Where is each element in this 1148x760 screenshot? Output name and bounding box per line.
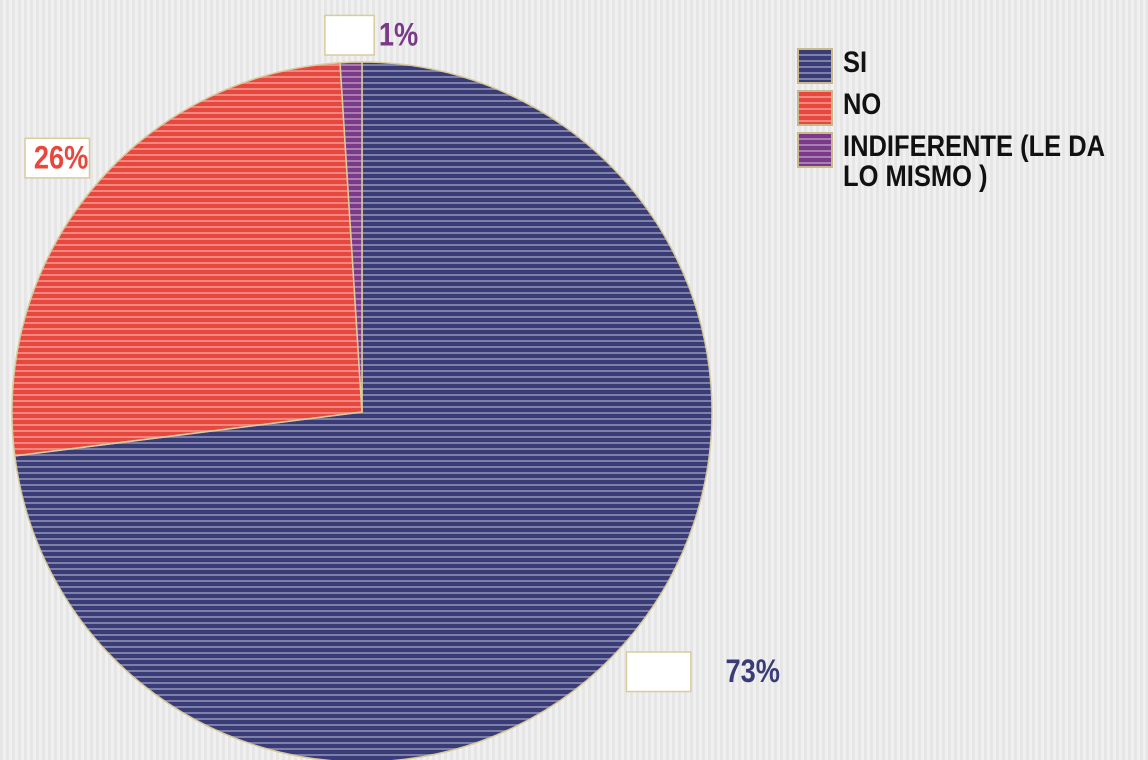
legend-swatch: [797, 90, 833, 126]
legend-item: INDIFERENTE (LE DA LO MISMO ): [797, 132, 1148, 192]
legend-label: NO: [843, 88, 882, 121]
data-label: 73%: [625, 651, 780, 693]
pie-slice: [11, 61, 363, 457]
pie-slice: [339, 61, 363, 413]
legend-label: SI: [843, 46, 868, 79]
legend-swatch: [797, 48, 833, 84]
data-label-text: 1%: [379, 17, 418, 53]
legend: SI NO INDIFERENTE (LE DA LO MISMO ): [797, 48, 1148, 198]
data-label: 26%: [24, 137, 91, 179]
data-label-text: 73%: [725, 654, 779, 690]
legend-label: INDIFERENTE (LE DA LO MISMO ): [843, 130, 1105, 193]
legend-item: NO: [797, 90, 1148, 126]
legend-swatch: [797, 132, 833, 168]
legend-item: SI: [797, 48, 1148, 84]
data-label: 1%: [324, 14, 418, 56]
data-label-text: 26%: [34, 140, 88, 176]
pie-slice: [13, 61, 713, 760]
